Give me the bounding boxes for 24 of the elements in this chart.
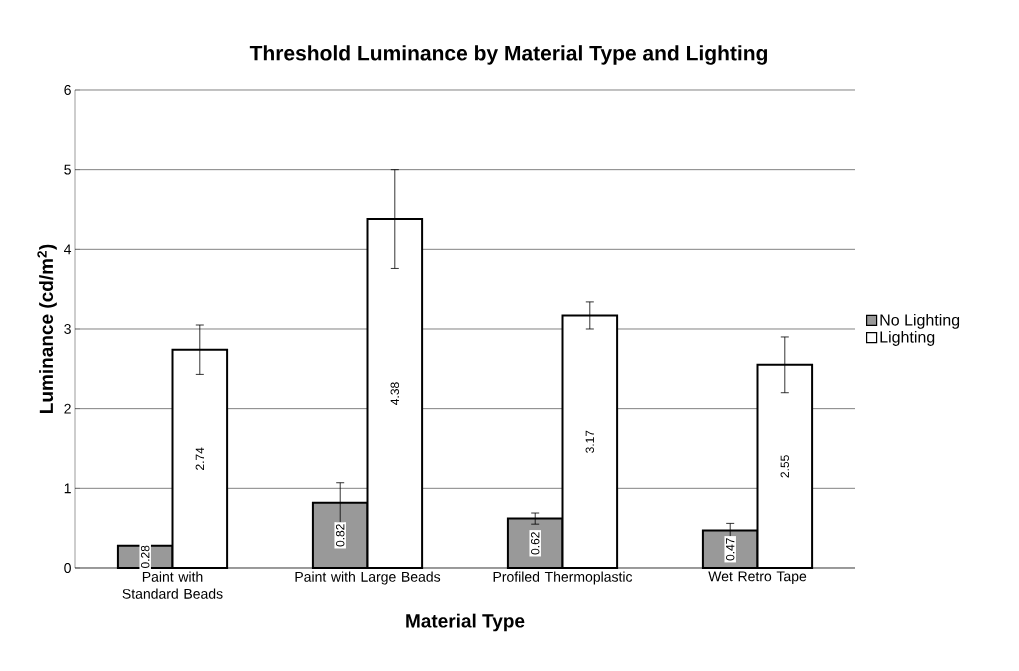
- data-label: 0.28: [140, 545, 150, 569]
- y-tick-label: 6: [64, 85, 71, 95]
- data-label: 3.17: [585, 430, 595, 453]
- y-tick-label: 0: [64, 563, 71, 573]
- data-label: 2.55: [780, 455, 790, 478]
- data-label: 0.47: [725, 538, 735, 561]
- data-label: 2.74: [195, 447, 204, 470]
- chart-title: Threshold Luminance by Material Type and Lighting: [249, 45, 768, 65]
- data-label: 4.38: [390, 382, 400, 405]
- x-tick-label: Profiled Thermoplastic: [493, 571, 633, 585]
- data-label: 0.62: [530, 532, 540, 555]
- x-tick-label: Wet Retro Tape: [708, 571, 807, 585]
- x-tick-label: Paint with Large Beads: [295, 571, 441, 585]
- legend-label: Lighting: [880, 330, 935, 346]
- x-axis-title: Material Type: [406, 613, 525, 632]
- y-tick-label: 4: [64, 244, 72, 255]
- y-tick-label: 3: [64, 324, 71, 334]
- legend-label: No Lighting: [880, 313, 960, 329]
- y-axis-title: Luminance (cd/m$^{2}$): [37, 244, 57, 413]
- y-tick-label: 5: [64, 164, 71, 175]
- y-tick-label: 1: [64, 483, 71, 494]
- data-label: 0.82: [335, 524, 345, 547]
- y-tick-label: 2: [64, 403, 71, 414]
- x-tick-label: Paint with Standard Beads: [122, 571, 223, 599]
